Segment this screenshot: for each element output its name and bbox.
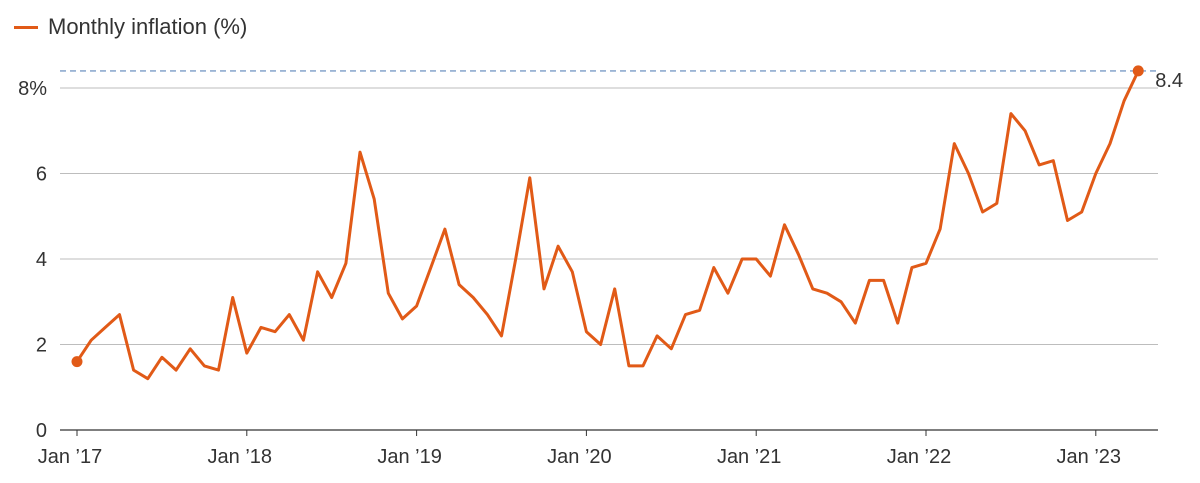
y-tick-label: 0 [36, 420, 47, 442]
legend-swatch [14, 25, 38, 29]
y-tick-label: 8% [18, 78, 47, 100]
y-tick-label: 6 [36, 164, 47, 186]
series-line [75, 69, 1140, 381]
y-tick-label: 4 [36, 249, 47, 271]
x-tick-label: Jan ’17 [38, 446, 103, 468]
end-value-label: 8.4 [1155, 70, 1183, 92]
x-tick-label: Jan ’21 [717, 446, 782, 468]
x-tick-label: Jan ’20 [547, 446, 612, 468]
legend: Monthly inflation (%) [14, 14, 247, 40]
x-tick-label: Jan ’23 [1057, 446, 1122, 468]
end-point [1132, 65, 1144, 77]
x-tick-label: Jan ’19 [377, 446, 442, 468]
legend-label: Monthly inflation (%) [48, 14, 248, 39]
y-tick-label: 2 [36, 335, 47, 357]
x-tick-label: Jan ’18 [208, 446, 273, 468]
x-tick-label: Jan ’22 [887, 446, 952, 468]
start-point [71, 356, 83, 368]
